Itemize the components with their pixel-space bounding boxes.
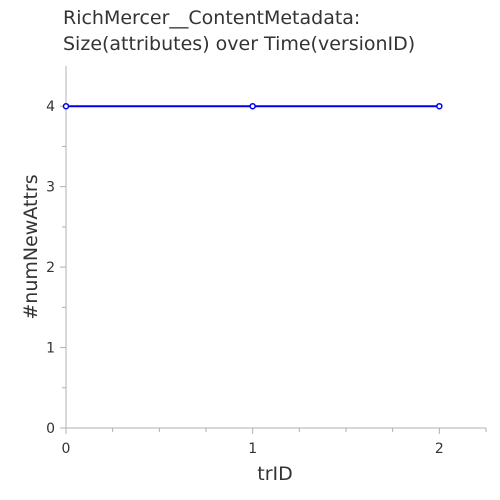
chart-title-line-2: Size(attributes) over Time(versionID) (63, 33, 415, 55)
y-tick-label: 1 (46, 341, 55, 357)
x-tick-label: 2 (435, 441, 444, 457)
x-tick-label: 1 (248, 441, 257, 457)
y-axis-ticks: 0 1 2 3 4 (46, 99, 66, 437)
y-tick-label: 3 (46, 180, 55, 196)
x-axis-ticks: 0 1 2 (62, 428, 487, 457)
plot-area: 0 1 2 3 4 0 1 2 (46, 66, 487, 457)
y-tick-label: 4 (46, 99, 55, 115)
y-axis-title: #numNewAttrs (20, 174, 42, 319)
x-tick-label: 0 (62, 441, 71, 457)
series-layer (62, 102, 443, 110)
x-axis-title: trID (257, 463, 293, 485)
y-tick-label: 2 (46, 260, 55, 276)
data-point (249, 102, 256, 110)
data-point (62, 102, 70, 110)
y-tick-label: 0 (46, 421, 55, 437)
data-point (436, 102, 443, 110)
chart-title-line-1: RichMercer__ContentMetadata: (63, 7, 360, 29)
chart-title: RichMercer__ContentMetadata: Size(attrib… (63, 7, 415, 55)
